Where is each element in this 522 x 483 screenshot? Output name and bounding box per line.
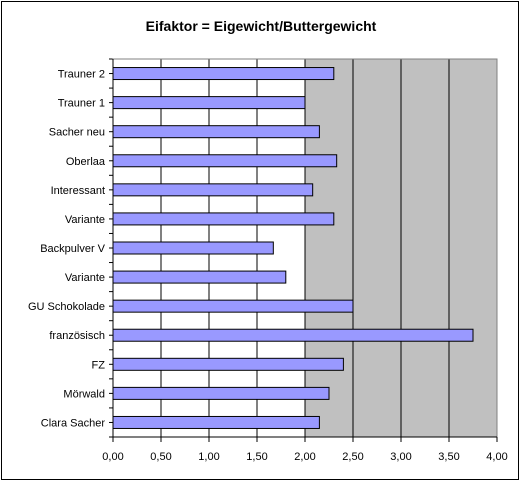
chart-title: Eifaktor = Eigewicht/Buttergewicht [146,18,377,34]
category-label: Variante [65,214,105,226]
category-label: Trauner 2 [58,69,105,81]
category-label: FZ [92,359,106,371]
bar [112,386,330,400]
x-tick-label: 3,50 [438,451,459,463]
category-label: Oberlaa [66,156,106,168]
bar [112,125,320,139]
category-label: GU Schokolade [28,301,105,313]
category-label: Clara Sacher [41,417,106,429]
x-tick-label: 1,00 [198,451,219,463]
plot-area: Trauner 2 Trauner 1 Sacher neu Oberlaa Inter… [28,58,508,463]
bar [112,154,338,168]
category-label: Variante [65,272,105,284]
bar [112,357,344,371]
category-label: Interessant [51,185,105,197]
bar [112,212,335,226]
bar [112,96,306,110]
bar [112,299,354,313]
category-label: Trauner 1 [58,98,105,110]
x-tick-label: 0,00 [102,451,123,463]
x-tick-label: 1,50 [246,451,267,463]
bar [112,183,314,197]
x-tick-label: 0,50 [150,451,171,463]
category-label: Sacher neu [49,127,105,139]
x-tick-label: 4,00 [486,451,507,463]
category-label: Backpulver V [40,243,105,255]
bar [112,328,474,342]
x-tick-label: 2,50 [342,451,363,463]
x-tick-label: 2,00 [294,451,315,463]
bar [112,67,335,81]
bar [112,241,274,255]
bar [112,270,287,284]
bar [112,415,320,429]
x-tick-label: 3,00 [390,451,411,463]
category-label: Mörwald [63,388,105,400]
category-label: französisch [49,330,105,342]
